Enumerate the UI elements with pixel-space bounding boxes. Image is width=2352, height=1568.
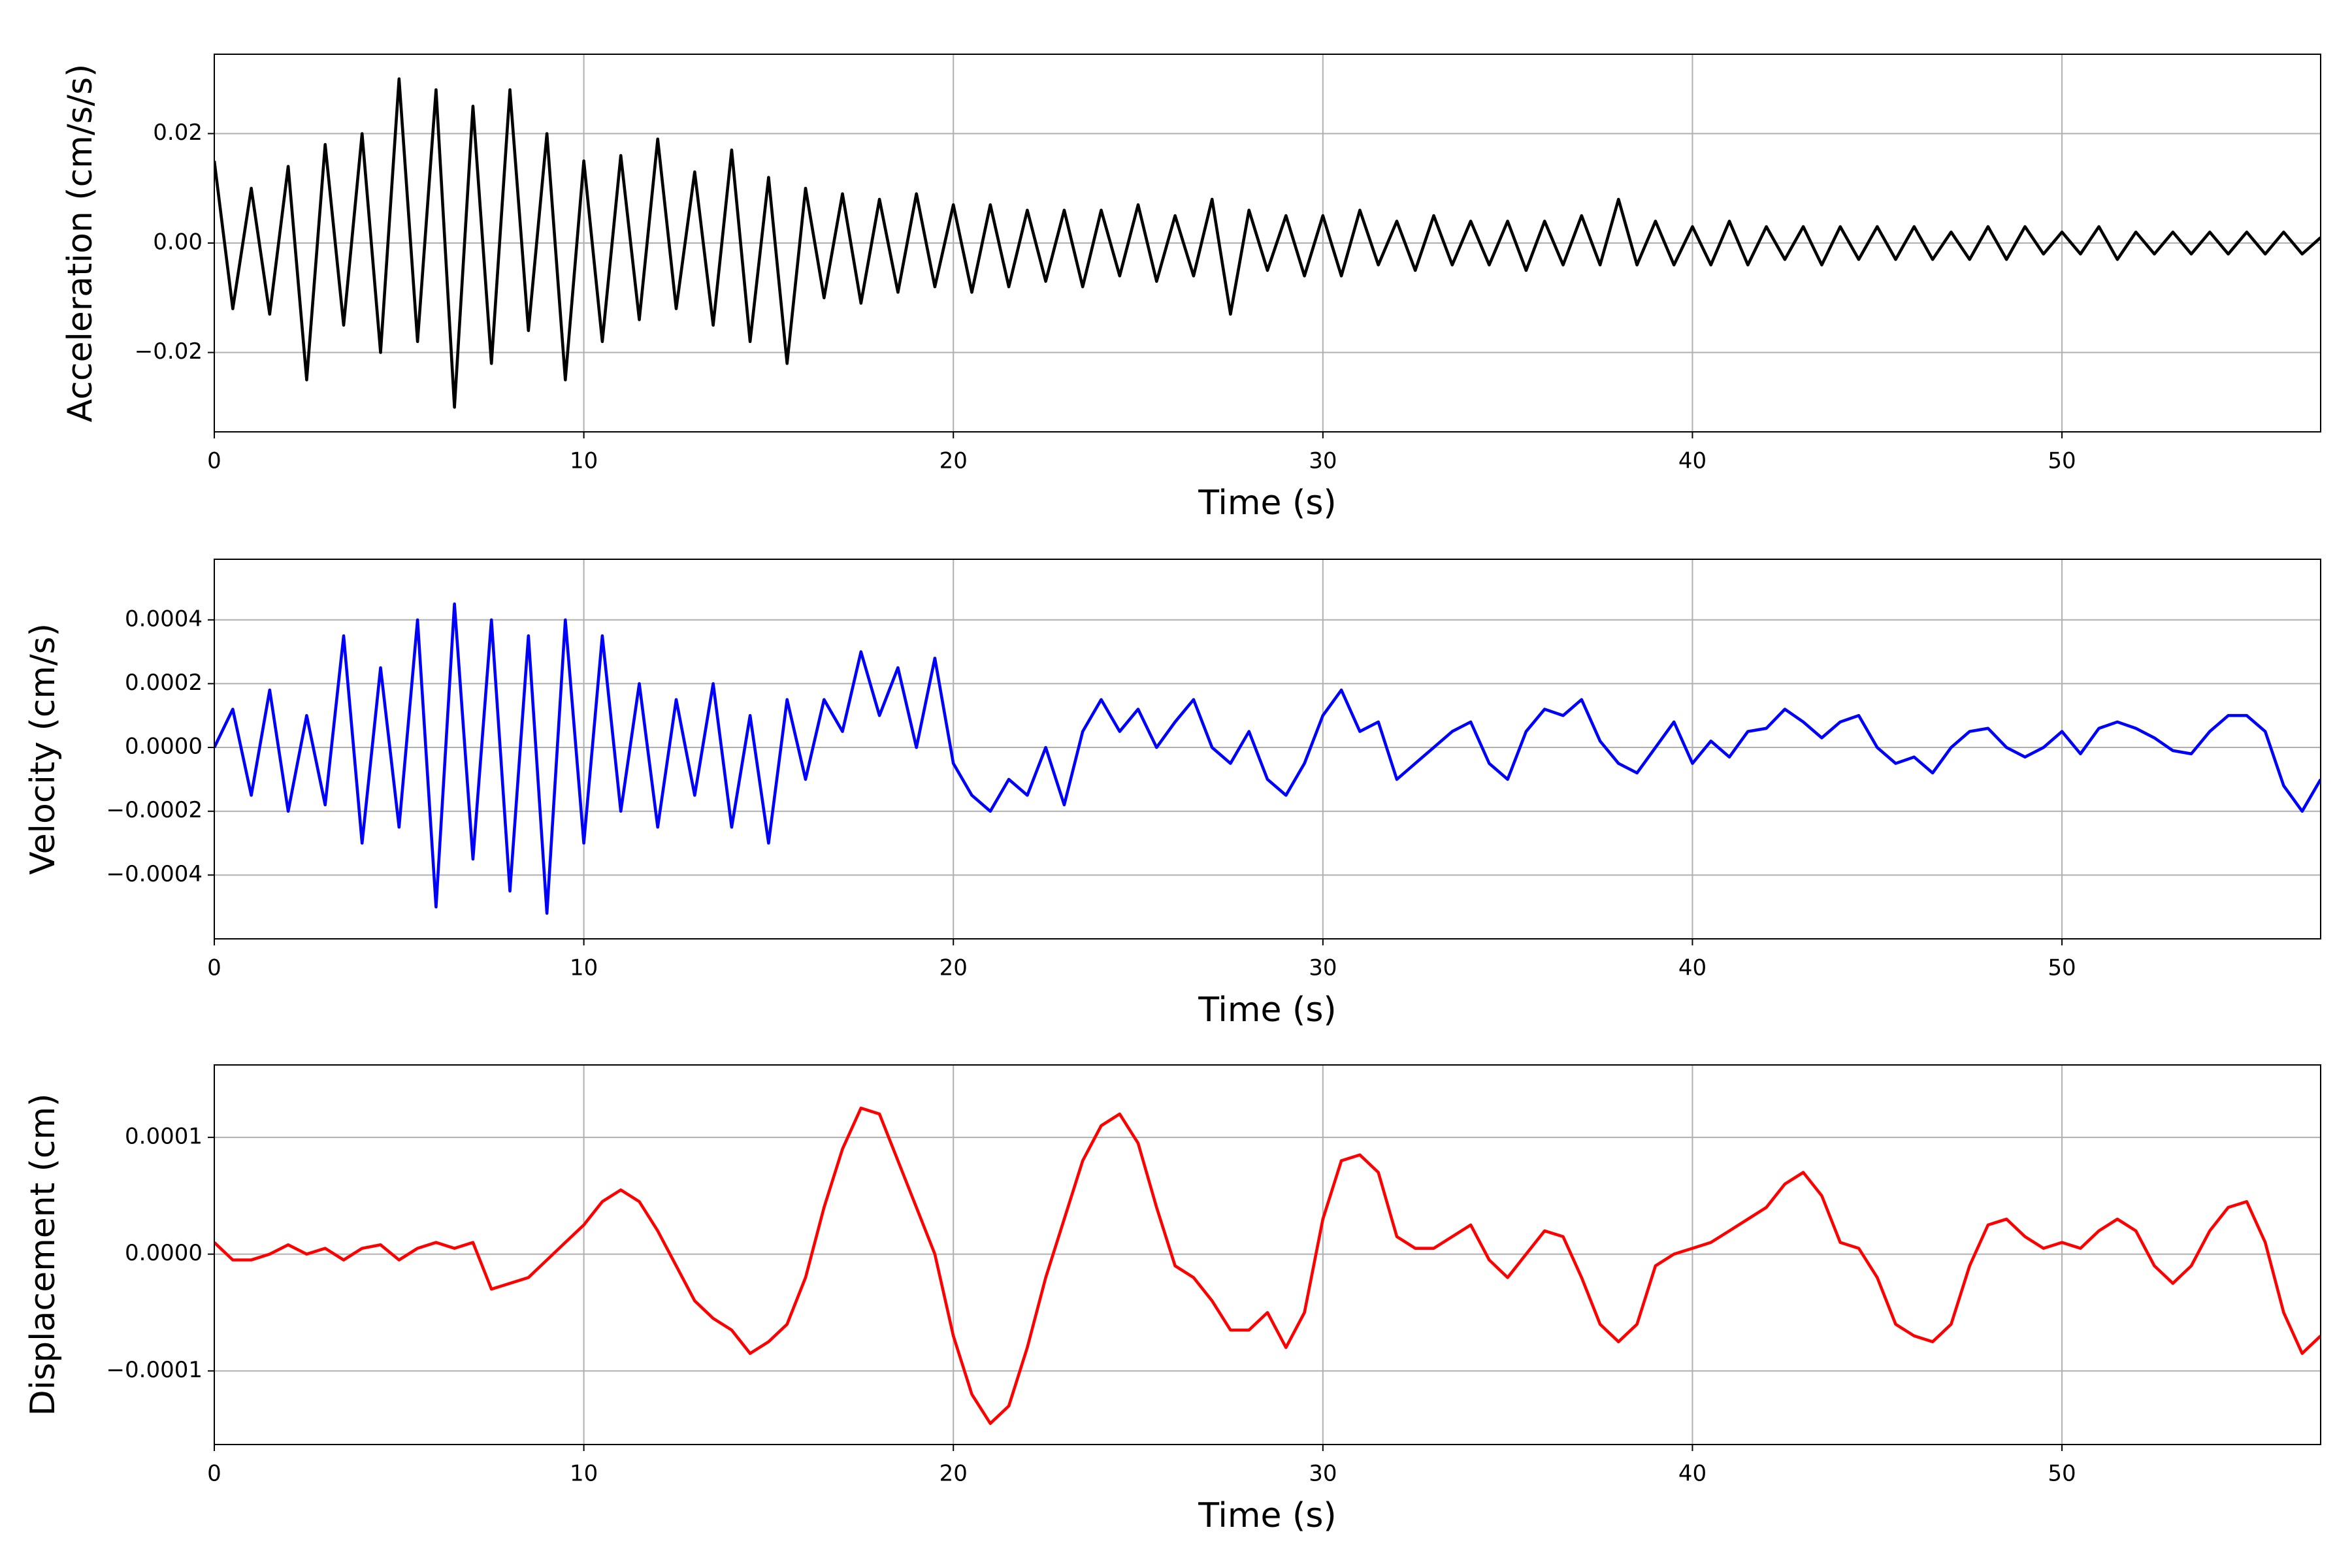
y-tick-label: −0.0004 (106, 861, 203, 887)
x-axis-label: Time (s) (1198, 483, 1336, 523)
x-tick-label: 10 (570, 1461, 598, 1487)
x-tick-label: 50 (2048, 448, 2076, 474)
x-tick-label: 10 (570, 448, 598, 474)
x-tick-label: 20 (939, 1461, 968, 1487)
x-tick-label: 10 (570, 955, 598, 981)
y-tick-label: −0.02 (135, 338, 203, 365)
y-axis-label: Velocity (cm/s) (24, 623, 63, 875)
y-tick-label: 0.02 (153, 120, 203, 146)
x-tick-label: 0 (207, 1461, 221, 1487)
y-axis-label: Acceleration (cm/s/s) (61, 64, 100, 423)
y-tick-label: 0.0002 (125, 670, 203, 696)
y-axis-label: Displacement (cm) (24, 1094, 63, 1416)
y-tick-label: −0.0001 (106, 1357, 203, 1383)
axes-frame (214, 1064, 2321, 1445)
y-tick-label: 0.00 (153, 229, 203, 255)
data-line (214, 1106, 2321, 1426)
x-tick-label: 40 (1678, 1461, 1707, 1487)
data-line (214, 77, 2321, 409)
x-axis-label: Time (s) (1198, 1496, 1336, 1535)
x-tick-label: 0 (207, 448, 221, 474)
y-tick-label: 0.0000 (125, 734, 203, 760)
data-line (214, 602, 2321, 915)
x-tick-label: 40 (1678, 955, 1707, 981)
y-tick-label: 0.0000 (125, 1240, 203, 1266)
x-tick-label: 30 (1309, 448, 1337, 474)
y-tick-label: 0.0001 (125, 1123, 203, 1149)
x-tick-label: 20 (939, 955, 968, 981)
x-tick-label: 0 (207, 955, 221, 981)
x-tick-label: 20 (939, 448, 968, 474)
y-tick-label: −0.0002 (106, 797, 203, 823)
axes-frame (214, 54, 2321, 433)
x-tick-label: 30 (1309, 1461, 1337, 1487)
x-tick-label: 50 (2048, 955, 2076, 981)
x-axis-label: Time (s) (1198, 990, 1336, 1030)
x-tick-label: 50 (2048, 1461, 2076, 1487)
y-tick-label: 0.0004 (125, 606, 203, 632)
x-tick-label: 40 (1678, 448, 1707, 474)
axes-frame (214, 559, 2321, 939)
x-tick-label: 30 (1309, 955, 1337, 981)
